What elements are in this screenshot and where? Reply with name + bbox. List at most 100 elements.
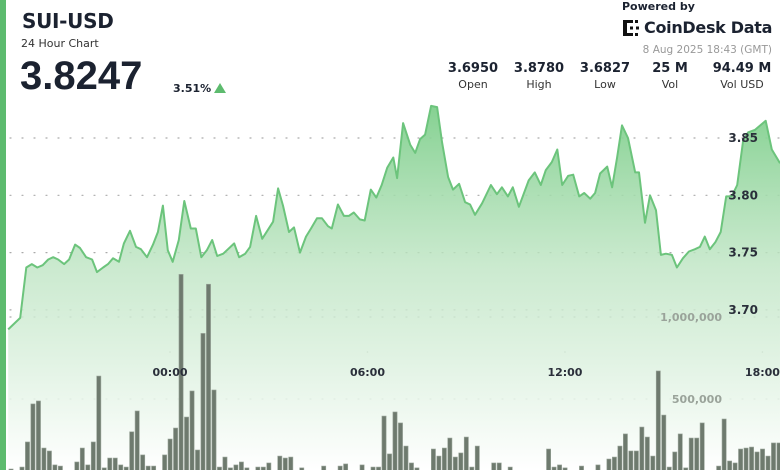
- volume-bar: [661, 414, 667, 470]
- time-tick-label: 06:00: [350, 366, 385, 379]
- volume-bar: [206, 283, 211, 470]
- volume-bar: [101, 467, 107, 470]
- volume-bar: [441, 447, 447, 470]
- volume-bar: [85, 464, 91, 470]
- volume-bar: [491, 462, 497, 470]
- volume-bar: [233, 464, 239, 470]
- volume-bar: [217, 466, 222, 470]
- price-tick-label: 3.70: [728, 303, 758, 317]
- volume-bar: [606, 458, 612, 470]
- volume-bar: [30, 403, 36, 470]
- volume-bar: [277, 455, 283, 470]
- volume-bar: [140, 454, 146, 470]
- brand-name: CoinDesk Data: [644, 18, 773, 37]
- volume-bar: [699, 422, 705, 470]
- volume-bar: [579, 465, 584, 470]
- stat-vol-usd: 94.49 M Vol USD: [707, 61, 777, 91]
- volume-bar: [112, 457, 118, 470]
- volume-bar: [282, 457, 288, 470]
- stat-value: 94.49 M: [712, 61, 772, 76]
- volume-bar: [595, 464, 601, 470]
- volume-bar: [650, 455, 656, 470]
- volume-bar: [754, 451, 760, 470]
- powered-by-label: Powered by: [622, 0, 695, 13]
- volume-bar: [392, 411, 398, 470]
- volume-bar: [677, 433, 683, 470]
- volume-bar: [19, 466, 25, 470]
- volume-bar: [244, 467, 250, 470]
- volume-bar: [41, 447, 47, 470]
- volume-bar: [771, 442, 776, 470]
- volume-bar: [743, 447, 749, 470]
- volume-bar: [90, 441, 96, 470]
- page-title: SUI-USD: [22, 9, 114, 33]
- volume-bar: [496, 462, 502, 470]
- time-tick-label: 12:00: [547, 366, 582, 379]
- volume-bar: [288, 456, 294, 470]
- timestamp: 8 Aug 2025 18:43 (GMT): [642, 44, 772, 56]
- time-tick-label: 18:00: [745, 366, 780, 379]
- volume-bar: [617, 445, 623, 470]
- volume-bar: [683, 467, 689, 470]
- stat-label: Vol USD: [720, 78, 764, 91]
- volume-bar: [655, 370, 661, 470]
- volume-bar: [557, 464, 562, 470]
- volume-bar: [688, 437, 694, 470]
- volume-bar: [74, 461, 80, 470]
- volume-bar: [381, 415, 387, 470]
- stat-value: 3.6950: [447, 61, 499, 76]
- price-change: 3.51%: [173, 82, 212, 95]
- volume-bar: [123, 466, 129, 470]
- coindesk-logo: CoinDesk Data: [622, 18, 772, 37]
- stat-label: Vol: [661, 78, 679, 91]
- current-price: 3.8247: [20, 54, 143, 98]
- stat-open: 3.6950 Open: [438, 61, 508, 91]
- volume-bar: [260, 466, 266, 470]
- volume-bar: [299, 467, 305, 470]
- volume-bar: [96, 375, 102, 470]
- volume-bar: [337, 465, 343, 470]
- volume-bar: [162, 454, 168, 470]
- volume-bar: [228, 467, 233, 470]
- volume-bar: [178, 274, 184, 470]
- volume-bar: [167, 438, 173, 470]
- volume-bar: [195, 449, 200, 470]
- volume-bar: [551, 466, 557, 470]
- volume-bar: [47, 450, 52, 470]
- stat-label: Low: [594, 78, 616, 91]
- volume-bar: [507, 466, 513, 470]
- volume-bar: [633, 450, 639, 470]
- volume-bar: [387, 453, 392, 470]
- volume-bar: [776, 442, 780, 470]
- volume-tick-label: 1,000,000: [660, 311, 722, 324]
- volume-bar: [36, 400, 41, 470]
- volume-bar: [255, 466, 261, 470]
- volume-bar: [52, 464, 58, 470]
- volume-bar: [398, 422, 403, 470]
- stat-vol: 25 M Vol: [635, 61, 705, 91]
- volume-bar: [458, 452, 464, 470]
- volume-bar: [694, 437, 700, 470]
- price-tick-label: 3.80: [728, 188, 758, 202]
- volume-bar: [644, 436, 650, 470]
- volume-bar: [266, 462, 272, 470]
- volume-bar: [738, 448, 743, 470]
- volume-bar: [436, 455, 442, 470]
- volume-bar: [749, 446, 754, 470]
- volume-bar: [765, 455, 771, 470]
- volume-bar: [666, 466, 672, 470]
- volume-bar: [463, 436, 469, 470]
- volume-bar: [403, 445, 409, 470]
- volume-bar: [222, 456, 228, 470]
- volume-bar: [107, 457, 113, 470]
- stat-high: 3.8780 High: [504, 61, 574, 91]
- volume-bar: [118, 464, 124, 470]
- accent-bar: [0, 0, 6, 470]
- stat-value: 25 M: [652, 61, 688, 76]
- stat-low: 3.6827 Low: [570, 61, 640, 91]
- volume-bar: [321, 465, 327, 470]
- time-tick-label: 00:00: [152, 366, 187, 379]
- volume-bar: [173, 427, 178, 470]
- volume-bar: [25, 441, 30, 470]
- volume-bar: [57, 465, 63, 470]
